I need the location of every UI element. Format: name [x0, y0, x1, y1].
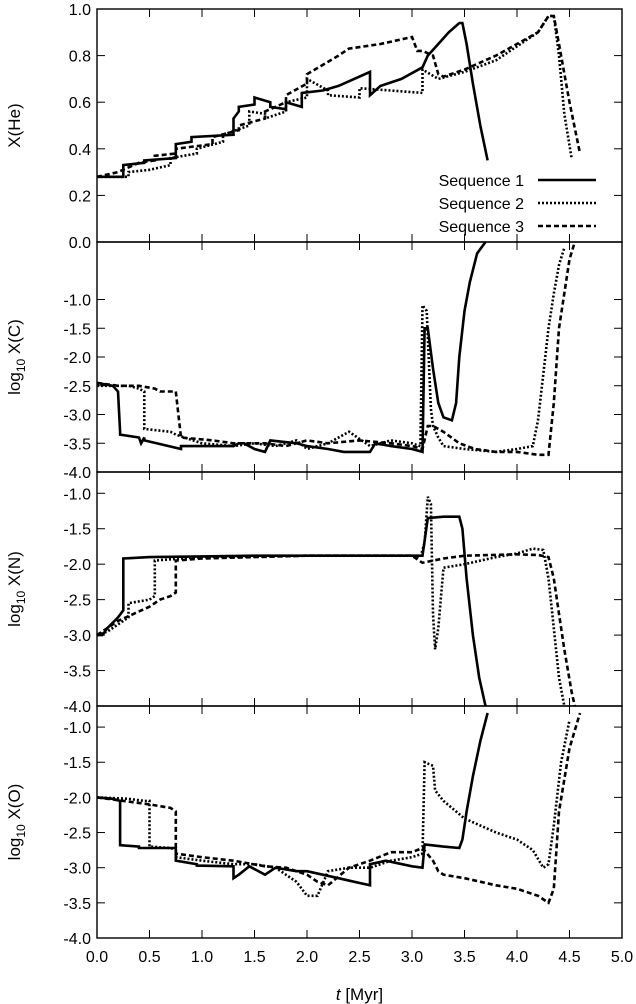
- series-line-o-sequence-2: [96, 719, 571, 898]
- x-tick-label: 4.0: [506, 949, 528, 966]
- y-tick-label-o: -3.0: [63, 861, 91, 878]
- legend-label-3: Sequence 3: [439, 219, 525, 236]
- y-tick-label-he: 0.4: [69, 142, 91, 159]
- panel-frame-n: [96, 471, 623, 707]
- y-tick-label-n: -1.5: [63, 522, 91, 539]
- y-tick-label-c: -3.0: [63, 408, 91, 425]
- x-tick-label: 0.0: [86, 949, 108, 966]
- x-axis-label: t [Myr]: [336, 985, 383, 1004]
- x-tick-label: 2.0: [296, 949, 318, 966]
- series-line-n-sequence-2: [96, 496, 566, 707]
- y-tick-label-o: -1.5: [63, 755, 91, 772]
- y-axis-label-c: log10 X(C): [5, 319, 28, 395]
- y-tick-label-he: 0.2: [69, 188, 91, 205]
- y-tick-label-o: -2.0: [63, 790, 91, 807]
- y-tick-label-c: -1.5: [63, 321, 91, 338]
- legend-label-1: Sequence 1: [439, 173, 525, 190]
- y-axis-label-n: log10 X(N): [5, 551, 28, 627]
- y-tick-label-c: -1.0: [63, 293, 91, 310]
- y-tick-label-n: -1.0: [63, 486, 91, 503]
- y-tick-label-c: -3.5: [63, 436, 91, 453]
- x-tick-label: 1.0: [191, 949, 213, 966]
- y-tick-label-o: -2.5: [63, 826, 91, 843]
- y-tick-label-n: -4.0: [63, 699, 91, 716]
- series-line-c-sequence-3: [96, 241, 577, 457]
- series-line-o-sequence-3: [96, 712, 582, 905]
- x-tick-label: 4.5: [558, 949, 580, 966]
- x-tick-label: 0.5: [138, 949, 160, 966]
- series-line-he-sequence-2: [97, 14, 573, 179]
- y-tick-label-c: -2.5: [63, 379, 91, 396]
- y-tick-label-he: 0.0: [69, 235, 91, 252]
- series-line-n-sequence-1: [97, 515, 487, 707]
- series-line-c-sequence-2: [97, 247, 566, 454]
- y-tick-label-o: -1.0: [63, 720, 91, 737]
- y-tick-label-he: 0.6: [69, 95, 91, 112]
- y-tick-label-o: -3.5: [63, 896, 91, 913]
- series-line-he-sequence-3: [96, 14, 582, 179]
- panel-frame-he: [96, 8, 623, 243]
- y-tick-label-n: -3.0: [63, 628, 91, 645]
- x-tick-label: 3.0: [401, 949, 423, 966]
- y-tick-label-n: -2.0: [63, 557, 91, 574]
- series-line-n-sequence-3: [96, 552, 577, 707]
- x-tick-label: 2.5: [348, 949, 370, 966]
- x-tick-label: 1.5: [243, 949, 265, 966]
- y-axis-label-o: log10 X(O): [5, 784, 28, 861]
- series-line-c-sequence-1: [96, 241, 487, 454]
- y-axis-label-he: X(He): [5, 103, 24, 147]
- legend-label-2: Sequence 2: [439, 196, 525, 213]
- y-tick-label-he: 1.0: [69, 2, 91, 19]
- y-tick-label-o: -4.0: [63, 931, 91, 948]
- y-tick-label-c: -4.0: [63, 465, 91, 482]
- series-line-o-sequence-1: [96, 712, 489, 887]
- y-tick-label-n: -2.5: [63, 593, 91, 610]
- y-tick-label-c: -2.0: [63, 350, 91, 367]
- x-tick-label: 5.0: [611, 949, 633, 966]
- series-line-he-sequence-1: [97, 21, 489, 179]
- x-tick-label: 3.5: [453, 949, 475, 966]
- y-tick-label-he: 0.8: [69, 49, 91, 66]
- y-tick-label-n: -3.5: [63, 664, 91, 681]
